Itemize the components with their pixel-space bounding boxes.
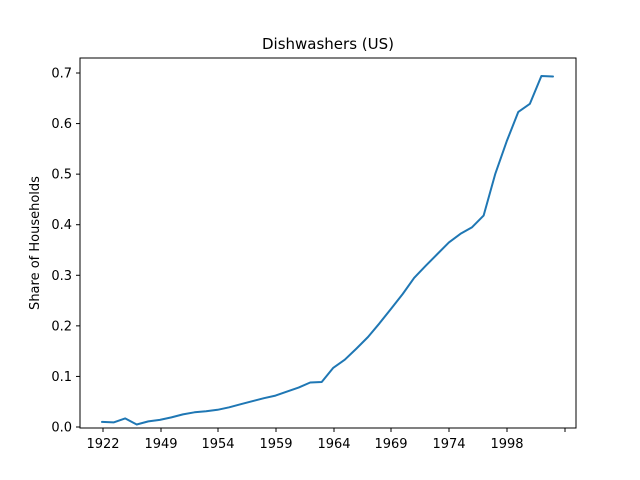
x-tick-label: 1922 [86,437,119,452]
y-tick-label: 0.2 [51,319,72,334]
y-axis: 0.0 0.1 0.2 0.3 0.4 0.5 0.6 0.7 [51,67,80,436]
x-tick-label: 1964 [317,437,350,452]
x-axis: 1922 1949 1954 1959 1964 1969 1974 1998 [86,428,566,452]
y-tick-label: 0.6 [51,117,72,132]
x-tick-label: 1949 [144,437,177,452]
x-tick-label: 1974 [432,437,465,452]
y-tick-label: 0.5 [51,168,72,183]
x-tick-label: 1959 [259,437,292,452]
plot-area-frame [79,57,577,429]
x-tick-label: 1998 [490,437,523,452]
x-tick-label: 1969 [374,437,407,452]
series-line [101,75,554,426]
y-tick-label: 0.1 [51,370,72,385]
x-tick-label: 1954 [201,437,234,452]
y-tick-label: 0.0 [51,421,72,436]
y-tick-label: 0.3 [51,269,72,284]
chart-title: Dishwashers (US) [262,35,394,53]
y-axis-label: Share of Households [28,176,43,310]
y-tick-label: 0.7 [51,67,72,82]
y-tick-label: 0.4 [51,218,72,233]
